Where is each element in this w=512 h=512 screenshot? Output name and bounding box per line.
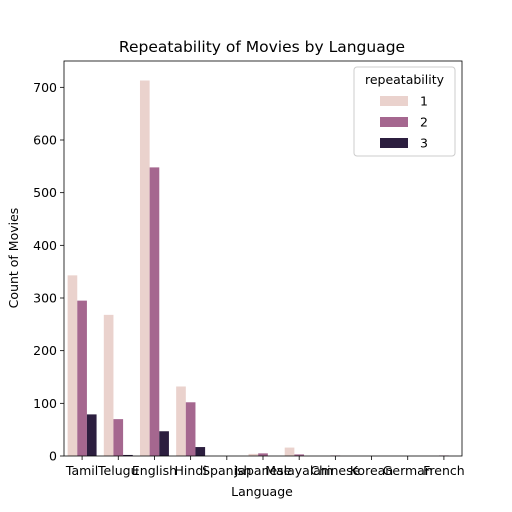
bar-japanese-series-2	[258, 453, 268, 456]
x-tick-label-korean: Korean	[350, 463, 393, 478]
x-tick-label-german: German	[383, 463, 433, 478]
x-tick-label-french: French	[423, 463, 465, 478]
legend-swatch-3	[380, 138, 408, 148]
x-tick-label-japanese: Japanese	[234, 463, 292, 478]
legend-swatch-1	[380, 96, 408, 106]
y-tick-label: 600	[33, 133, 57, 148]
bar-malayalam-series-2	[294, 454, 305, 456]
y-tick-label: 400	[33, 238, 57, 253]
y-tick-label: 200	[33, 343, 57, 358]
y-tick-label: 700	[33, 80, 57, 95]
plot-area: 0 100 200 300 400 500 600 700 Tamil TeluguEnglish…	[33, 60, 465, 478]
bar-hindi-series-3	[195, 447, 206, 456]
legend-swatch-2	[380, 117, 408, 127]
bar-english-series-3	[159, 431, 169, 456]
bar-hindi-series-2	[185, 402, 196, 456]
bar-tamil-series-2	[77, 300, 87, 456]
legend-box	[353, 66, 456, 157]
x-tick-label-hindi: Hindi	[175, 463, 207, 478]
legend: repeatability 1 2 3	[353, 66, 456, 157]
bar-english-series-2	[149, 167, 160, 456]
y-tick-label: 0	[49, 449, 57, 464]
bar-telugu-series-3	[123, 454, 133, 456]
x-axis-label: Language	[231, 484, 293, 499]
x-tick-label-tamil: Tamil	[65, 463, 98, 478]
x-tick-label-spanish: Spanish	[202, 463, 251, 478]
bar-english-series-1	[139, 80, 150, 457]
y-axis-label: Count of Movies	[6, 208, 21, 309]
bar-hindi-series-1	[176, 386, 186, 456]
legend-label-3: 3	[420, 136, 428, 151]
bar-japanese-series-1	[248, 453, 259, 456]
y-tick-label: 100	[33, 396, 57, 411]
y-tick-label: 300	[33, 291, 57, 306]
bar-tamil-series-3	[86, 414, 97, 456]
bar-tamil-series-1	[67, 275, 78, 456]
x-tick-label-english: English	[132, 463, 177, 478]
legend-label-1: 1	[420, 94, 428, 109]
legend-title: repeatability	[365, 72, 445, 87]
chart-title: Repeatability of Movies by Language	[119, 38, 405, 56]
x-tick-label-telugu: Telugu	[97, 463, 138, 478]
bar-telugu-series-2	[113, 419, 124, 456]
y-tick-label: 500	[33, 185, 57, 200]
bar-telugu-series-1	[103, 314, 114, 456]
legend-label-2: 2	[420, 115, 428, 130]
x-tick-label-chinese: Chinese	[310, 463, 360, 478]
x-tick-label-malayalam: Malayalam	[265, 463, 333, 478]
bar-malayalam-series-1	[284, 447, 295, 456]
